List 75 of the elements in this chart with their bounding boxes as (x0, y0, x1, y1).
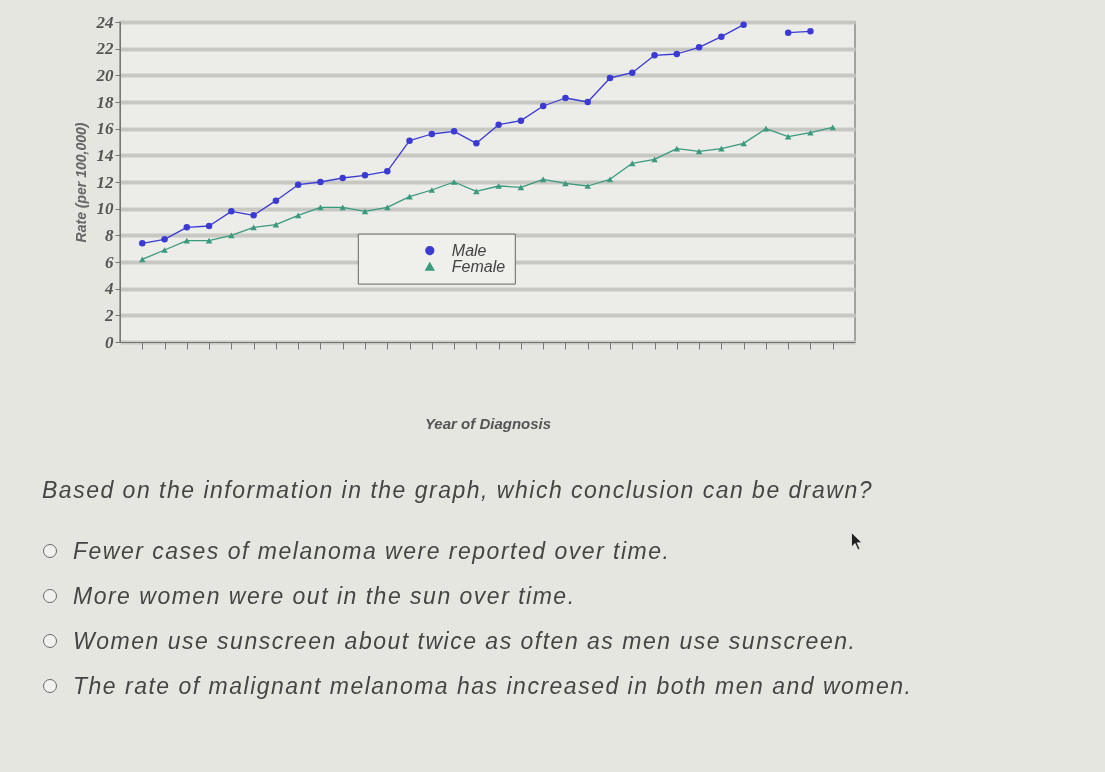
point (606, 74, 614, 82)
y-tick-label: 10 (96, 199, 114, 219)
point (317, 204, 324, 211)
text: Women use sunscreen about twice as often as men use sunscreen. (73, 628, 857, 654)
y-tick-label: 16 (96, 119, 114, 139)
point (784, 29, 792, 36)
point (807, 28, 814, 35)
y-tick-label: 8 (105, 225, 114, 245)
y-tick-label: 2 (104, 305, 114, 325)
y-tick-label: 20 (95, 65, 114, 85)
point (339, 174, 346, 182)
point (495, 183, 502, 189)
text: The rate of malignant melanoma has increased in both men and women. (73, 673, 913, 699)
point (294, 212, 302, 219)
legend-label: Female (451, 257, 506, 275)
point (673, 50, 681, 58)
point (740, 140, 747, 147)
point (250, 224, 257, 231)
point (139, 240, 146, 247)
point (629, 69, 636, 76)
point (562, 180, 569, 187)
text: Fewer cases of melanoma were reported over time. (73, 538, 671, 564)
point (740, 21, 747, 28)
y-tick-label: 14 (96, 145, 114, 165)
x-axis-title: Year of Diagnosis (424, 414, 552, 432)
point (317, 178, 324, 186)
point (651, 156, 658, 163)
point (428, 130, 436, 138)
text: More women were out in the sun over time. (73, 583, 576, 609)
point (517, 184, 525, 191)
point (651, 52, 658, 59)
y-axis-title: Rate (per 100,000) (72, 122, 89, 243)
point (562, 94, 569, 102)
point (361, 208, 369, 215)
text: Based on the information in the graph, which conclusion can be drawn? (42, 476, 874, 504)
point (473, 140, 480, 147)
point (584, 98, 591, 106)
point (384, 204, 391, 211)
point (517, 117, 525, 124)
point (183, 224, 191, 231)
y-tick-label: 18 (96, 92, 114, 112)
y-tick-label: 24 (95, 12, 114, 32)
point (272, 197, 280, 204)
point (161, 247, 168, 253)
point (250, 212, 257, 219)
point (829, 124, 836, 131)
point (695, 148, 703, 155)
point (539, 176, 547, 183)
point (473, 188, 480, 195)
point (339, 204, 346, 211)
point (629, 160, 636, 167)
point (384, 168, 391, 175)
point (606, 176, 614, 183)
point (361, 172, 369, 179)
point (695, 44, 703, 51)
y-tick-label: 12 (96, 172, 114, 192)
point (139, 256, 146, 263)
y-tick-label: 22 (95, 39, 114, 59)
point (228, 208, 235, 215)
legend-label: Male (451, 241, 487, 259)
y-tick-label: 6 (105, 252, 114, 272)
point (161, 236, 168, 243)
point (294, 181, 302, 188)
point (228, 232, 235, 239)
point (718, 33, 725, 40)
point (205, 222, 213, 230)
point (450, 128, 458, 135)
point (450, 179, 458, 185)
point (539, 102, 547, 110)
point (406, 137, 413, 144)
point (495, 121, 502, 128)
y-tick-label: 4 (104, 279, 114, 299)
y-tick-label: 0 (105, 332, 114, 352)
point (428, 187, 436, 193)
point (584, 183, 591, 189)
